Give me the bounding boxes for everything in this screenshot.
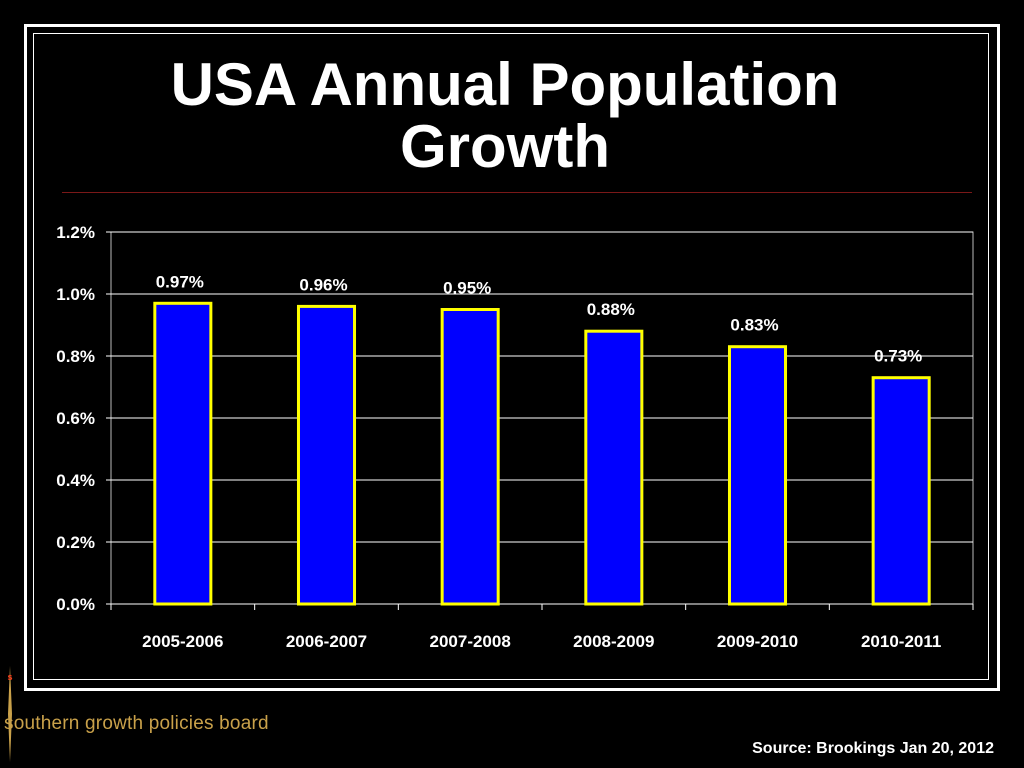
x-category-label: 2006-2007 (286, 632, 367, 651)
data-label: 0.97% (156, 272, 204, 291)
bar (584, 329, 644, 606)
data-label: 0.73% (874, 347, 922, 366)
bar (871, 376, 931, 606)
logo-compass-icon: s (7, 666, 13, 762)
source-note: Source: Brookings Jan 20, 2012 (752, 740, 994, 757)
logo-mark-letter: s (7, 672, 12, 682)
data-label: 0.96% (299, 275, 347, 294)
data-label: 0.88% (587, 300, 635, 319)
x-category-label: 2007-2008 (430, 632, 511, 651)
bar (296, 304, 357, 606)
x-category-label: 2010-2011 (861, 632, 941, 651)
y-tick-label: 0.0% (56, 595, 95, 614)
y-tick-label: 0.2% (56, 533, 95, 552)
title-divider (62, 192, 972, 193)
x-category-label: 2005-2006 (142, 632, 223, 651)
data-label: 0.95% (443, 279, 491, 298)
outer-frame (24, 24, 1000, 691)
data-label: 0.83% (730, 316, 778, 335)
logo-text: southern growth policies board (4, 713, 269, 734)
y-tick-label: 1.0% (56, 285, 95, 304)
y-tick-label: 0.6% (56, 409, 95, 428)
bar (153, 301, 213, 606)
bar (727, 345, 788, 606)
y-tick-label: 0.4% (56, 471, 95, 490)
y-tick-label: 0.8% (56, 347, 95, 366)
bar (440, 308, 500, 606)
x-category-label: 2008-2009 (573, 632, 654, 651)
slide-title: USA Annual Population Growth (170, 51, 840, 180)
inner-frame (33, 33, 989, 680)
x-category-label: 2009-2010 (717, 632, 798, 651)
y-tick-label: 1.2% (56, 223, 95, 242)
